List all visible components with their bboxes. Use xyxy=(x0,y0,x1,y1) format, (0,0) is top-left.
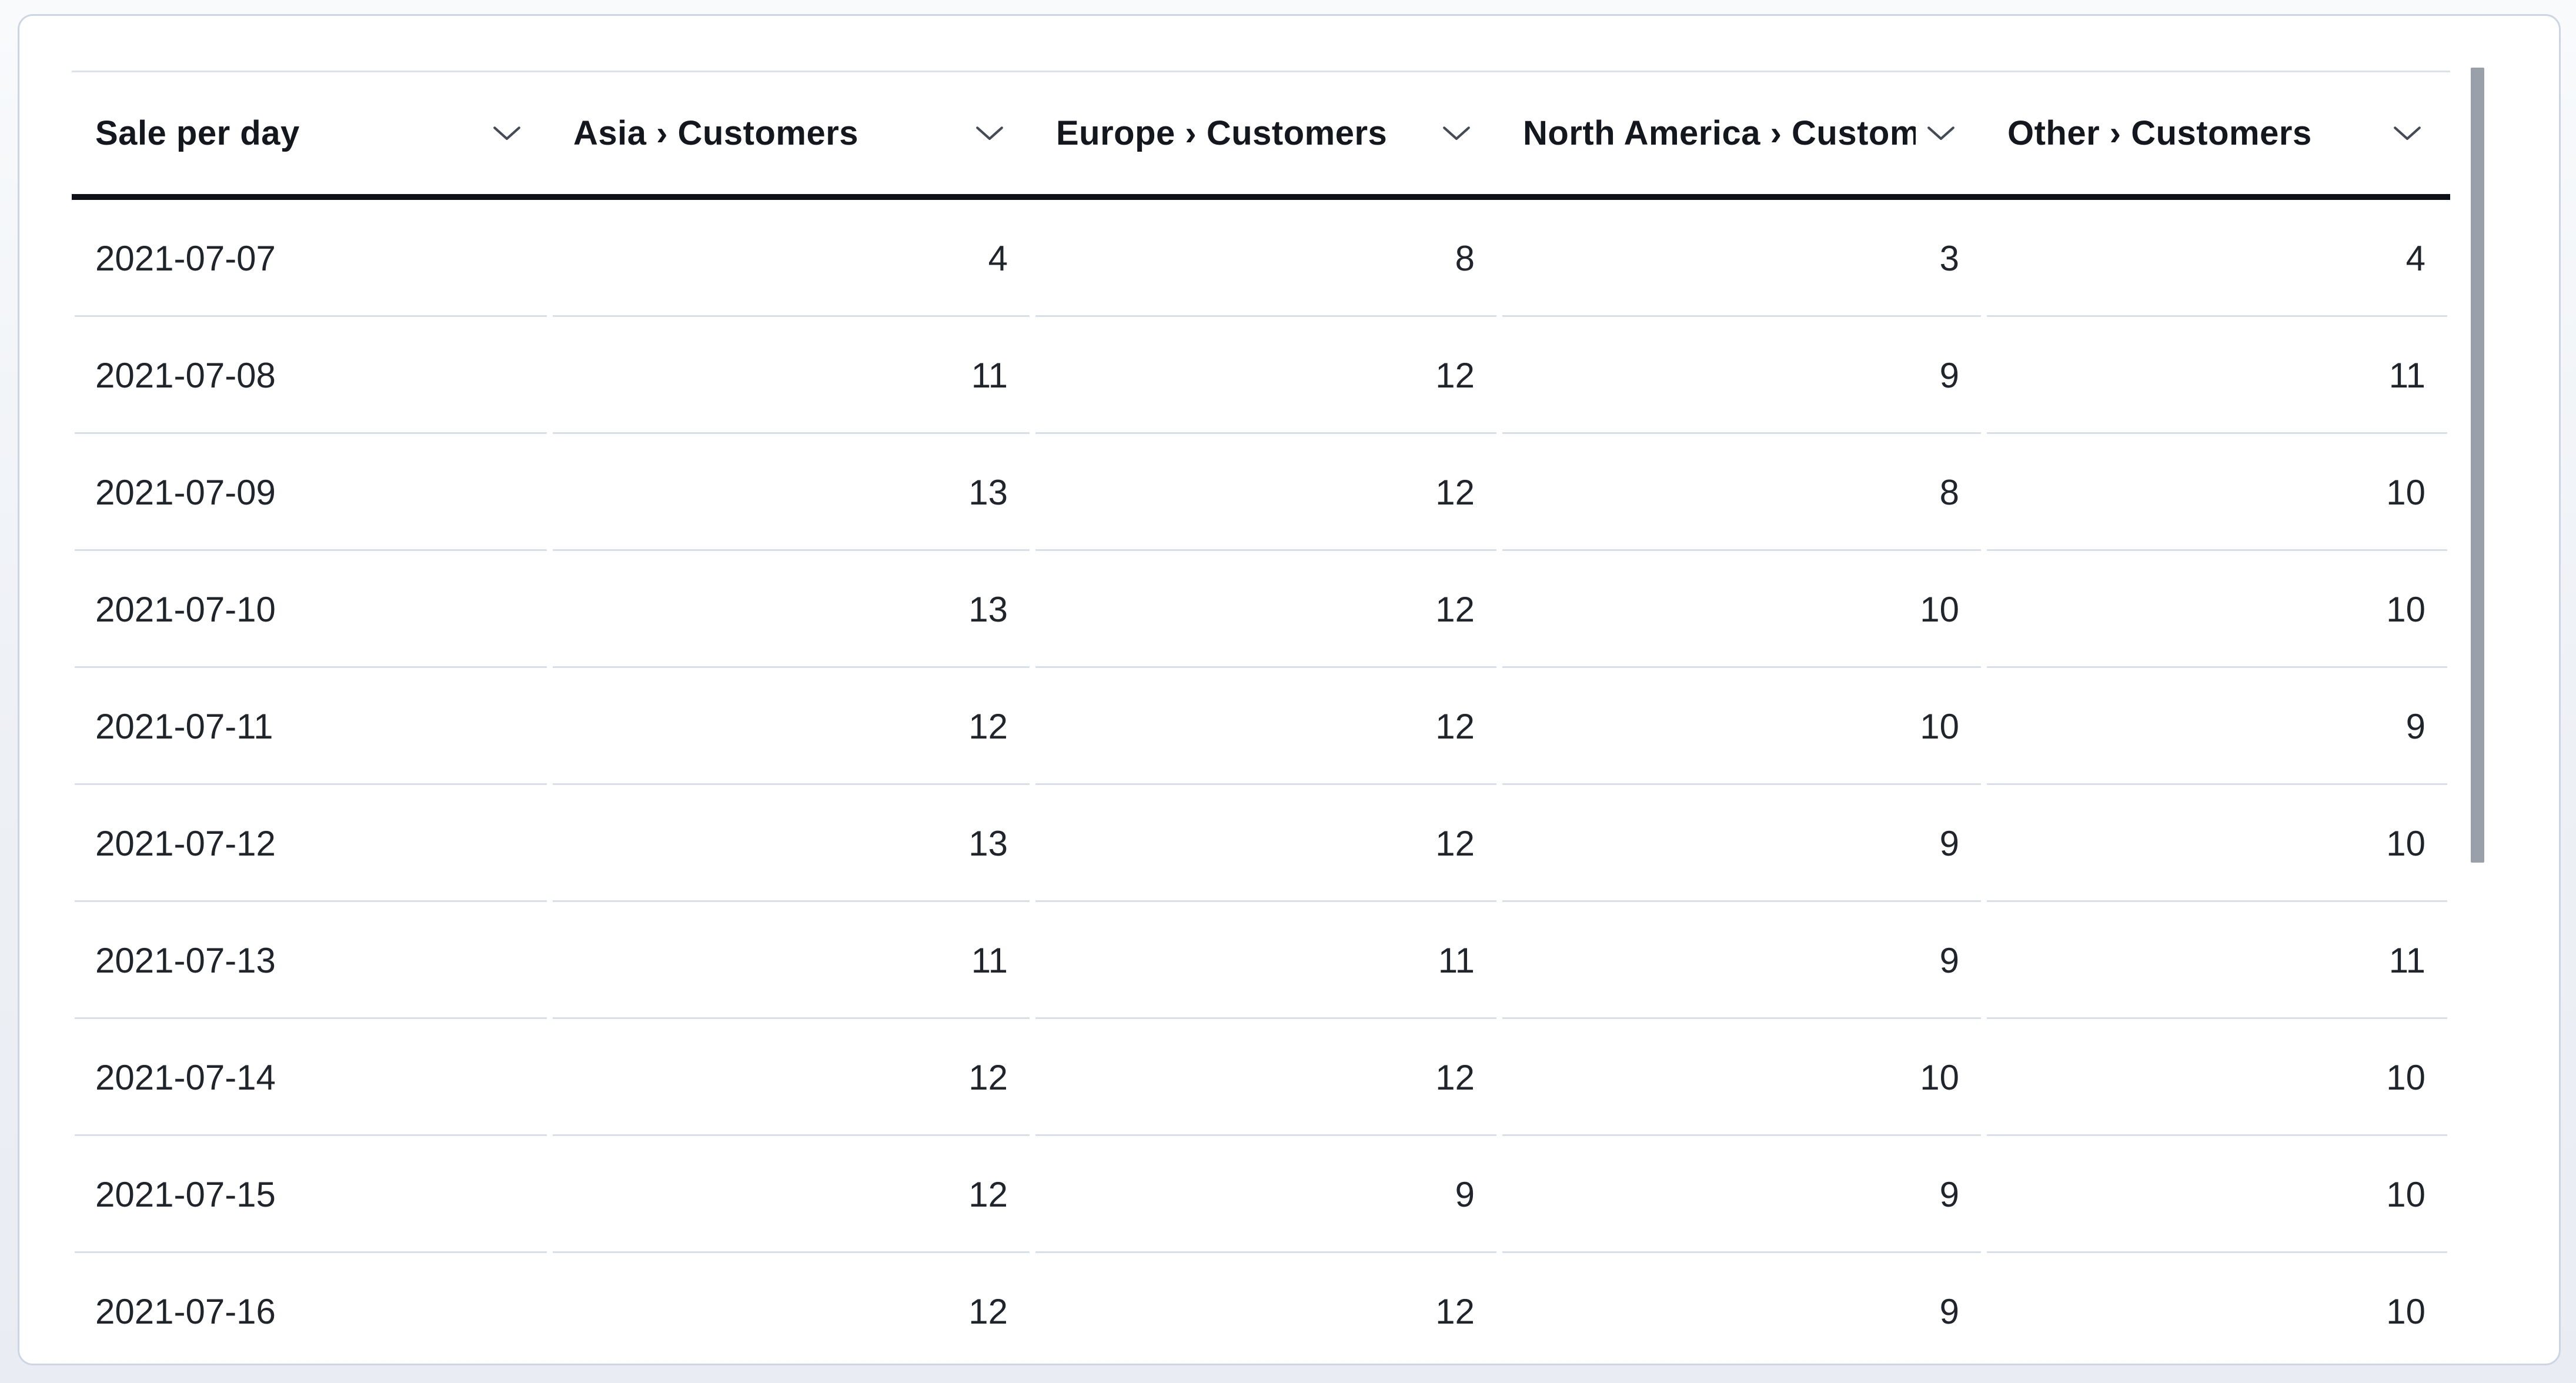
column-header-label: North America › Customers xyxy=(1523,114,1916,152)
europe-value-cell: 12 xyxy=(1033,551,1499,668)
north-america-value-cell: 10 xyxy=(1499,551,1984,668)
north-america-value-cell: 10 xyxy=(1499,668,1984,785)
other-value-cell: 9 xyxy=(1984,668,2450,785)
date-cell: 2021-07-07 xyxy=(72,200,550,317)
asia-value-cell: 11 xyxy=(550,317,1033,434)
north-america-value-cell: 9 xyxy=(1499,1253,1984,1364)
north-america-value-cell: 3 xyxy=(1499,200,1984,317)
table-row: 2021-07-07 4 8 3 4 xyxy=(72,200,2450,317)
other-value-cell: 4 xyxy=(1984,200,2450,317)
asia-value-cell: 12 xyxy=(550,1253,1033,1364)
chevron-down-icon[interactable] xyxy=(1926,125,1956,142)
table-row: 2021-07-11 12 12 10 9 xyxy=(72,668,2450,785)
date-cell: 2021-07-13 xyxy=(72,902,550,1019)
europe-value-cell: 12 xyxy=(1033,1253,1499,1364)
column-header-other-customers[interactable]: Other › Customers xyxy=(1984,72,2450,194)
north-america-value-cell: 9 xyxy=(1499,902,1984,1019)
table-row: 2021-07-15 12 9 9 10 xyxy=(72,1136,2450,1253)
asia-value-cell: 13 xyxy=(550,434,1033,551)
europe-value-cell: 12 xyxy=(1033,317,1499,434)
column-header-label: Sale per day xyxy=(95,114,300,152)
europe-value-cell: 12 xyxy=(1033,668,1499,785)
data-table-card: Sale per day Asia › Customers Europe › C… xyxy=(18,14,2561,1365)
date-cell: 2021-07-10 xyxy=(72,551,550,668)
asia-value-cell: 12 xyxy=(550,1019,1033,1136)
north-america-value-cell: 9 xyxy=(1499,317,1984,434)
north-america-value-cell: 8 xyxy=(1499,434,1984,551)
date-cell: 2021-07-16 xyxy=(72,1253,550,1364)
table-row: 2021-07-13 11 11 9 11 xyxy=(72,902,2450,1019)
table-row: 2021-07-14 12 12 10 10 xyxy=(72,1019,2450,1136)
other-value-cell: 10 xyxy=(1984,551,2450,668)
other-value-cell: 10 xyxy=(1984,1136,2450,1253)
table-row: 2021-07-09 13 12 8 10 xyxy=(72,434,2450,551)
date-cell: 2021-07-11 xyxy=(72,668,550,785)
date-cell: 2021-07-15 xyxy=(72,1136,550,1253)
column-header-north-america-customers[interactable]: North America › Customers xyxy=(1499,72,1984,194)
table-row: 2021-07-16 12 12 9 10 xyxy=(72,1253,2450,1364)
sales-table: Sale per day Asia › Customers Europe › C… xyxy=(72,71,2450,1364)
europe-value-cell: 11 xyxy=(1033,902,1499,1019)
other-value-cell: 11 xyxy=(1984,902,2450,1019)
date-cell: 2021-07-12 xyxy=(72,785,550,902)
date-cell: 2021-07-08 xyxy=(72,317,550,434)
chevron-down-icon[interactable] xyxy=(2393,125,2422,142)
table-header-row: Sale per day Asia › Customers Europe › C… xyxy=(72,71,2450,200)
chevron-down-icon[interactable] xyxy=(975,125,1004,142)
asia-value-cell: 11 xyxy=(550,902,1033,1019)
table-row: 2021-07-08 11 12 9 11 xyxy=(72,317,2450,434)
asia-value-cell: 12 xyxy=(550,1136,1033,1253)
europe-value-cell: 8 xyxy=(1033,200,1499,317)
other-value-cell: 10 xyxy=(1984,1019,2450,1136)
europe-value-cell: 12 xyxy=(1033,1019,1499,1136)
vertical-scrollbar-thumb[interactable] xyxy=(2471,68,2484,863)
north-america-value-cell: 9 xyxy=(1499,785,1984,902)
asia-value-cell: 13 xyxy=(550,785,1033,902)
column-header-label: Other › Customers xyxy=(2007,114,2312,152)
europe-value-cell: 12 xyxy=(1033,434,1499,551)
column-header-sale-per-day[interactable]: Sale per day xyxy=(72,72,550,194)
europe-value-cell: 12 xyxy=(1033,785,1499,902)
table-row: 2021-07-12 13 12 9 10 xyxy=(72,785,2450,902)
other-value-cell: 10 xyxy=(1984,1253,2450,1364)
other-value-cell: 10 xyxy=(1984,434,2450,551)
date-cell: 2021-07-14 xyxy=(72,1019,550,1136)
column-header-label: Europe › Customers xyxy=(1056,114,1388,152)
column-header-label: Asia › Customers xyxy=(573,114,859,152)
north-america-value-cell: 9 xyxy=(1499,1136,1984,1253)
chevron-down-icon[interactable] xyxy=(492,125,522,142)
date-cell: 2021-07-09 xyxy=(72,434,550,551)
other-value-cell: 10 xyxy=(1984,785,2450,902)
column-header-europe-customers[interactable]: Europe › Customers xyxy=(1033,72,1499,194)
chevron-down-icon[interactable] xyxy=(1442,125,1471,142)
column-header-asia-customers[interactable]: Asia › Customers xyxy=(550,72,1033,194)
europe-value-cell: 9 xyxy=(1033,1136,1499,1253)
asia-value-cell: 4 xyxy=(550,200,1033,317)
asia-value-cell: 12 xyxy=(550,668,1033,785)
table-row: 2021-07-10 13 12 10 10 xyxy=(72,551,2450,668)
other-value-cell: 11 xyxy=(1984,317,2450,434)
asia-value-cell: 13 xyxy=(550,551,1033,668)
north-america-value-cell: 10 xyxy=(1499,1019,1984,1136)
